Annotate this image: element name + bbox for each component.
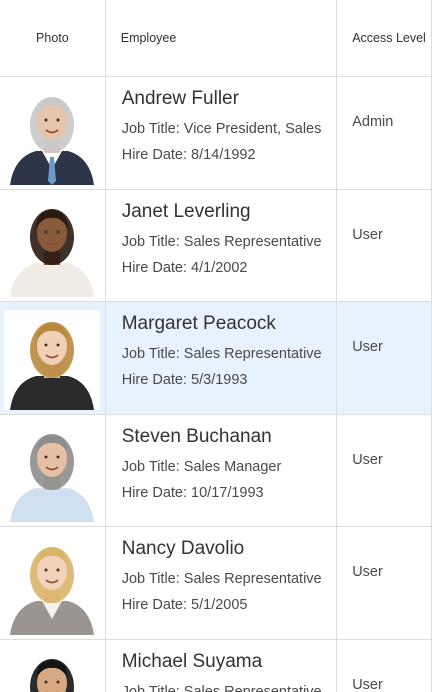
employee-photo [4,84,101,185]
employee-name: Michael Suyama [121,650,263,672]
employee-name: Steven Buchanan [121,425,272,447]
employee-job-title: Job Title: Vice President, Sales [121,121,322,137]
employee-photo-image [10,96,95,185]
employee-photo-image [10,434,95,522]
access-level-cell: User [352,226,383,243]
employee-cell: Nancy Davolio Job Title: Sales Representa… [106,527,338,639]
column-header-employee[interactable]: Employee [106,0,338,76]
employee-cell: Michael Suyama Job Title: Sales Represent… [106,639,338,692]
employee-hire-date: Hire Date: 8/14/1992 [121,147,256,163]
employee-name: Andrew Fuller [121,88,239,109]
grid-body: Andrew Fuller Job Title: Vice President, … [0,77,431,692]
photo-cell [0,302,106,414]
employee-cell: Janet Leverling Job Title: Sales Represen… [106,189,338,301]
access-level-cell: User [352,451,383,468]
employee-job-title: Job Title: Sales Representative [121,233,322,250]
column-header-access-level[interactable]: Access Level [352,31,426,45]
employee-job-title: Job Title: Sales Representative [121,683,322,692]
employee-photo-image [10,321,95,410]
photo-cell [0,639,106,692]
employee-photo [4,309,101,410]
employee-photo [4,647,101,692]
employee-job-title: Job Title: Sales Representative [121,346,322,362]
access-level-cell: Admin [352,114,394,130]
employee-hire-date: Hire Date: 4/1/2002 [121,259,248,276]
table-row[interactable]: Nancy Davolio Job Title: Sales Representa… [0,527,431,640]
table-row[interactable]: Margaret Peacock Job Title: Sales Represe… [0,302,431,415]
table-row[interactable]: Janet Leverling Job Title: Sales Represen… [0,189,431,302]
grid-header: Photo Employee Access Level [0,0,431,77]
employee-hire-date: Hire Date: 5/3/1993 [121,372,248,388]
employee-name: Margaret Peacock [121,313,276,334]
photo-cell [0,414,106,526]
table-row[interactable]: Andrew Fuller Job Title: Vice President, … [0,77,431,190]
employee-cell: Steven Buchanan Job Title: Sales Manager H… [106,414,338,526]
employee-photo [4,422,101,522]
access-level-cell: User [352,676,383,692]
table-row[interactable]: Michael Suyama Job Title: Sales Represent… [0,639,431,692]
employee-photo-image [10,546,95,635]
photo-cell [0,77,106,189]
photo-cell [0,527,106,639]
employee-name: Janet Leverling [121,200,251,222]
column-header-photo[interactable]: Photo [0,0,106,76]
access-level-cell: User [352,564,383,580]
access-level-cell: User [352,339,383,355]
employee-cell: Margaret Peacock Job Title: Sales Represe… [106,302,338,414]
photo-cell [0,189,106,301]
employee-photo-image [30,659,75,692]
employee-job-title: Job Title: Sales Manager [121,458,282,475]
employee-photo [4,534,101,635]
table-row[interactable]: Steven Buchanan Job Title: Sales Manager H… [0,414,431,527]
employee-photo [4,197,101,297]
employee-hire-date: Hire Date: 5/1/2005 [121,597,248,613]
employee-name: Nancy Davolio [121,538,245,559]
employee-cell: Andrew Fuller Job Title: Vice President, … [106,77,338,189]
employee-job-title: Job Title: Sales Representative [121,571,322,587]
employee-photo-image [10,209,95,297]
employee-hire-date: Hire Date: 10/17/1993 [121,484,264,501]
